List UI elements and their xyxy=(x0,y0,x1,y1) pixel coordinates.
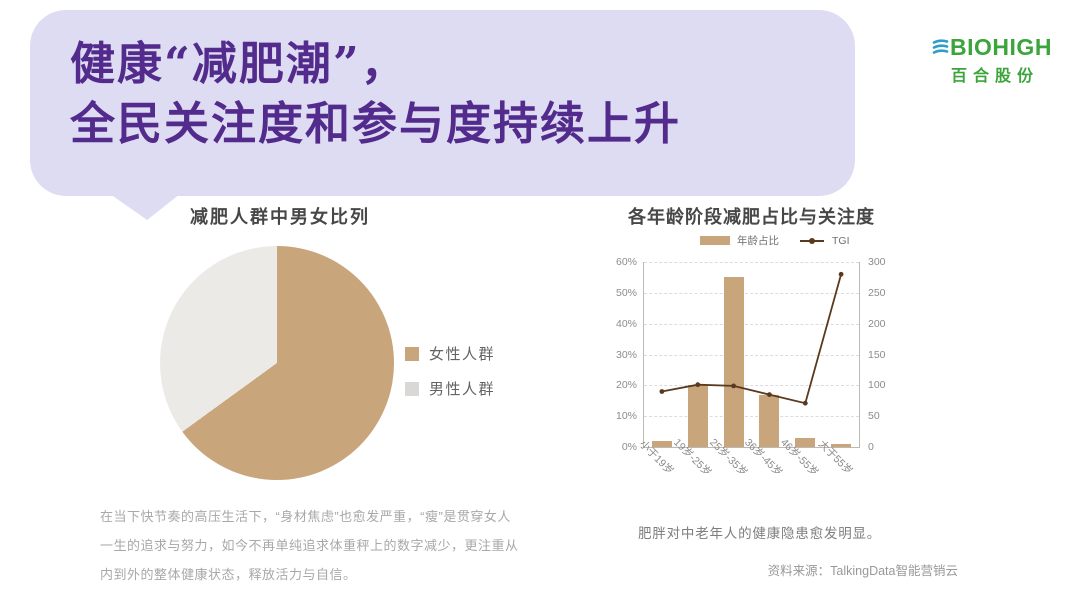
legend-item-line: TGI xyxy=(799,235,850,247)
page-title-line1: 健康“减肥潮”， xyxy=(70,37,408,90)
left-axis-tick: 40% xyxy=(615,317,637,330)
pie-legend-item: 女性人群 xyxy=(405,343,495,364)
gridline xyxy=(644,385,859,387)
legend-swatch xyxy=(405,381,419,396)
bar-19岁-25岁 xyxy=(687,385,708,447)
legend-swatch xyxy=(405,346,419,361)
right-axis-tick: 300 xyxy=(868,256,886,268)
biohigh-logo: BIOHIGH 百合股份 xyxy=(922,34,1062,86)
left-axis-tick: 30% xyxy=(615,348,637,361)
pie-legend-item: 男性人群 xyxy=(405,378,495,399)
gridline xyxy=(644,354,859,356)
line-legend-swatch xyxy=(800,237,824,244)
data-source: 资料来源：TalkingData智能营销云 xyxy=(767,564,958,578)
combo-chart-title: 各年龄阶段减肥占比与关注度 xyxy=(628,207,875,227)
right-axis-tick: 200 xyxy=(868,317,886,330)
right-axis-tick: 50 xyxy=(868,410,880,423)
gridline xyxy=(644,292,859,294)
pie-chart-title: 减肥人群中男女比列 xyxy=(190,207,370,227)
left-axis-tick: 10% xyxy=(615,410,637,423)
page-title: 健康“减肥潮”， 全民关注度和参与度持续上升 xyxy=(70,34,681,154)
legend-label: 女性人群 xyxy=(429,346,496,363)
gridline xyxy=(644,323,859,325)
logo-company-text: 百合股份 xyxy=(950,68,1039,85)
pie-chart xyxy=(160,246,394,480)
title-bubble: 健康“减肥潮”， 全民关注度和参与度持续上升 xyxy=(30,10,855,196)
left-note-paragraph: 在当下快节奏的高压生活下，“身材焦虑”也愈发严重，“瘦”是贯穿女人一生的追求与努… xyxy=(100,509,519,582)
right-axis-tick: 100 xyxy=(868,379,886,392)
bar-大于55岁 xyxy=(831,443,852,447)
right-axis-tick: 250 xyxy=(868,286,886,299)
tgi-line-series xyxy=(659,271,844,406)
line-legend-label: TGI xyxy=(832,234,850,247)
combo-chart-plot: 60% 300 50% 250 40% 200 30% 150 20% 100 10% 50 0% 0 小于… xyxy=(616,256,886,479)
bar-36岁-45岁 xyxy=(759,394,780,447)
gridline xyxy=(644,262,859,263)
left-axis-tick: 20% xyxy=(615,379,637,392)
bar-legend-label: 年龄占比 xyxy=(737,235,779,247)
logo-leaf-icon xyxy=(932,39,949,54)
gridline xyxy=(644,416,859,418)
logo-brand-text: BIOHIGH xyxy=(950,34,1052,60)
page-title-line2: 全民关注度和参与度持续上升 xyxy=(70,97,682,150)
logo-row: BIOHIGH xyxy=(922,34,1062,61)
legend-item-bar: 年龄占比 xyxy=(700,233,779,248)
left-axis-tick: 0% xyxy=(621,441,637,453)
left-axis-tick: 50% xyxy=(615,286,637,299)
combo-chart-caption: 肥胖对中老年人的健康隐患愈发明显。 xyxy=(638,526,882,541)
legend-label: 男性人群 xyxy=(429,381,496,398)
right-axis-tick: 0 xyxy=(868,441,874,453)
bar-小于19岁 xyxy=(651,440,672,447)
left-axis-tick: 60% xyxy=(615,256,637,268)
right-axis-tick: 150 xyxy=(868,348,886,361)
bar-46岁-55岁 xyxy=(795,437,816,447)
bar-legend-swatch xyxy=(700,236,730,245)
combo-legend: 年龄占比 TGI xyxy=(700,233,850,248)
pie-legend: 女性人群 男性人群 xyxy=(405,343,495,413)
bar-25岁-35岁 xyxy=(723,277,744,447)
